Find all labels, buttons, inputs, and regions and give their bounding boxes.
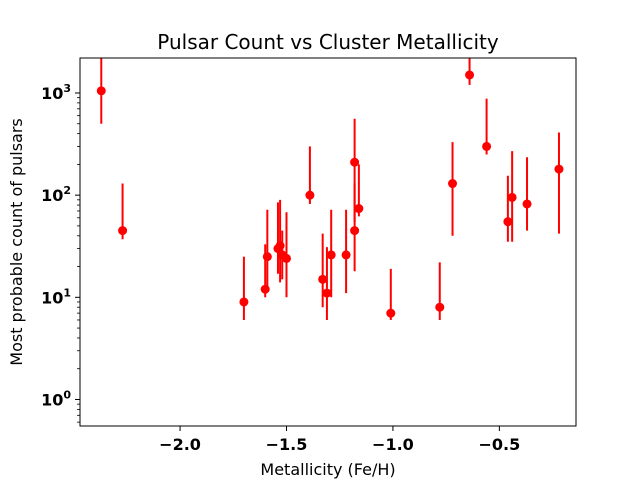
y-tick-label: 103 xyxy=(41,82,71,103)
data-point xyxy=(239,297,249,307)
data-point xyxy=(260,284,270,294)
x-tick-label: −0.5 xyxy=(478,435,520,454)
data-point xyxy=(262,252,272,262)
data-point xyxy=(435,302,445,312)
chart-title: Pulsar Count vs Cluster Metallicity xyxy=(157,30,499,54)
data-point xyxy=(503,217,513,227)
data-point xyxy=(522,199,532,209)
data-point xyxy=(281,253,291,263)
data-point xyxy=(96,86,106,96)
data-point xyxy=(465,70,475,80)
data-point xyxy=(326,250,336,260)
x-tick-label: −1.0 xyxy=(372,435,414,454)
y-axis-label: Most probable count of pulsars xyxy=(7,118,26,365)
data-point xyxy=(322,288,332,298)
data-point xyxy=(507,192,517,202)
data-point xyxy=(350,226,360,236)
data-point xyxy=(341,250,351,260)
data-point xyxy=(482,141,492,151)
data-point xyxy=(305,190,315,200)
y-tick-label: 101 xyxy=(41,286,71,307)
data-point xyxy=(386,308,396,318)
data-point xyxy=(350,157,360,167)
x-tick-label: −1.5 xyxy=(266,435,308,454)
data-point xyxy=(275,241,285,251)
x-tick-label: −2.0 xyxy=(159,435,201,454)
plot-frame xyxy=(79,57,577,427)
data-point xyxy=(318,274,328,284)
plot-area xyxy=(96,58,564,320)
x-axis-label: Metallicity (Fe/H) xyxy=(260,460,395,479)
x-axis: −2.0 −1.5 −1.0 −0.5 xyxy=(159,426,520,454)
data-point xyxy=(448,179,458,189)
y-tick-label: 100 xyxy=(41,388,71,409)
data-point xyxy=(554,164,564,174)
y-tick-label: 102 xyxy=(41,184,71,205)
data-point xyxy=(118,226,128,236)
data-point xyxy=(354,204,364,214)
y-axis: 100 101 102 103 xyxy=(41,82,80,423)
